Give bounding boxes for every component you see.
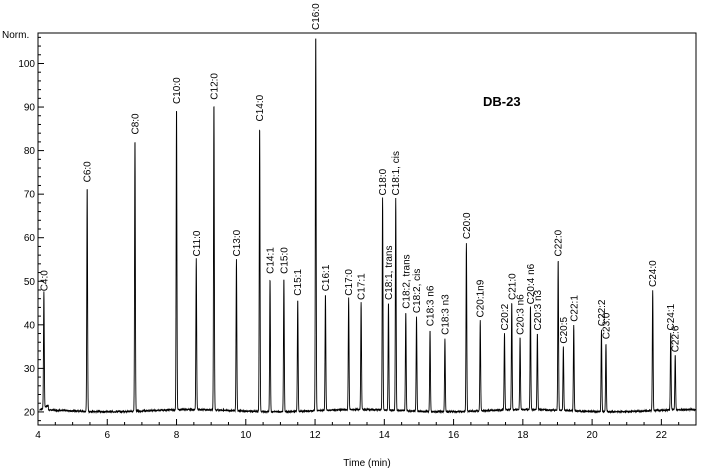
peak-label: C16:0 bbox=[311, 3, 322, 30]
peak-label: C18:2, trans bbox=[401, 254, 412, 308]
x-tick-label: 12 bbox=[309, 430, 321, 441]
peak-label: C18:1, trans bbox=[384, 246, 395, 300]
peak-label: C10:0 bbox=[172, 77, 183, 104]
peak-label: C13:0 bbox=[232, 229, 243, 256]
peak-label: C20:0 bbox=[462, 212, 473, 239]
peak-label: C18:3 n3 bbox=[440, 294, 451, 335]
peak-label: C22:0 bbox=[554, 229, 565, 256]
peak-label: C17:1 bbox=[357, 273, 368, 300]
peak-label: C18:2, cis bbox=[412, 269, 423, 313]
peak-label: C20:4 n6 bbox=[526, 263, 537, 304]
peak-label: C18:0 bbox=[378, 168, 389, 195]
peak-label: C11:0 bbox=[192, 230, 203, 256]
peak-label: C16:1 bbox=[321, 264, 332, 291]
x-tick-label: 10 bbox=[240, 430, 252, 441]
y-tick-label: 90 bbox=[24, 103, 36, 114]
peak-label: C21:0 bbox=[507, 273, 518, 300]
y-tick-label: 100 bbox=[18, 59, 35, 70]
peak-label: C4:0 bbox=[39, 270, 50, 292]
peak-label: C12:0 bbox=[209, 73, 220, 100]
x-tick-label: 8 bbox=[174, 430, 180, 441]
y-tick-label: 20 bbox=[24, 407, 36, 418]
peak-label: C17:0 bbox=[344, 269, 355, 296]
peak-label: C22:2 bbox=[597, 299, 608, 326]
x-tick-label: 22 bbox=[656, 430, 668, 441]
peak-label: C22:6 bbox=[671, 325, 682, 352]
peak-label: C15:0 bbox=[279, 247, 290, 274]
x-tick-label: 18 bbox=[517, 430, 529, 441]
peak-label: C20:1n9 bbox=[476, 279, 487, 317]
x-tick-label: 14 bbox=[379, 430, 391, 441]
x-tick-label: 20 bbox=[587, 430, 599, 441]
peak-label: C14:0 bbox=[255, 94, 266, 121]
y-tick-label: 30 bbox=[24, 364, 36, 375]
peak-label: C24:0 bbox=[648, 260, 659, 287]
column-name-label: DB-23 bbox=[483, 94, 521, 109]
x-tick-label: 16 bbox=[448, 430, 460, 441]
peak-label: C23:0 bbox=[602, 312, 613, 339]
peak-label: C24:1 bbox=[666, 303, 677, 330]
x-tick-label: 6 bbox=[104, 430, 110, 441]
peak-label: C20:3 n6 bbox=[516, 294, 527, 335]
peak-label: C15:1 bbox=[293, 269, 304, 296]
y-axis-title: Norm. bbox=[2, 30, 29, 41]
x-tick-label: 4 bbox=[35, 430, 41, 441]
chromatogram-trace bbox=[39, 38, 697, 415]
peak-label: C18:3 n6 bbox=[426, 285, 437, 326]
peak-label: C14:1 bbox=[266, 247, 277, 274]
peak-label: C6:0 bbox=[83, 161, 94, 183]
y-tick-label: 50 bbox=[24, 277, 36, 288]
y-tick-label: 60 bbox=[24, 233, 36, 244]
peak-label: C18:1, cis bbox=[391, 151, 402, 195]
peak-label: C22:1 bbox=[569, 295, 580, 322]
peak-label: C20:5 bbox=[559, 316, 570, 343]
plot-frame bbox=[37, 32, 697, 426]
y-tick-label: 40 bbox=[24, 320, 36, 331]
x-axis-title: Time (min) bbox=[343, 458, 390, 469]
peak-label: C20:3 n3 bbox=[533, 289, 544, 330]
y-tick-label: 70 bbox=[24, 190, 36, 201]
y-tick-label: 80 bbox=[24, 146, 36, 157]
peak-label: C20:2 bbox=[500, 303, 511, 330]
peak-label: C8:0 bbox=[131, 113, 142, 135]
